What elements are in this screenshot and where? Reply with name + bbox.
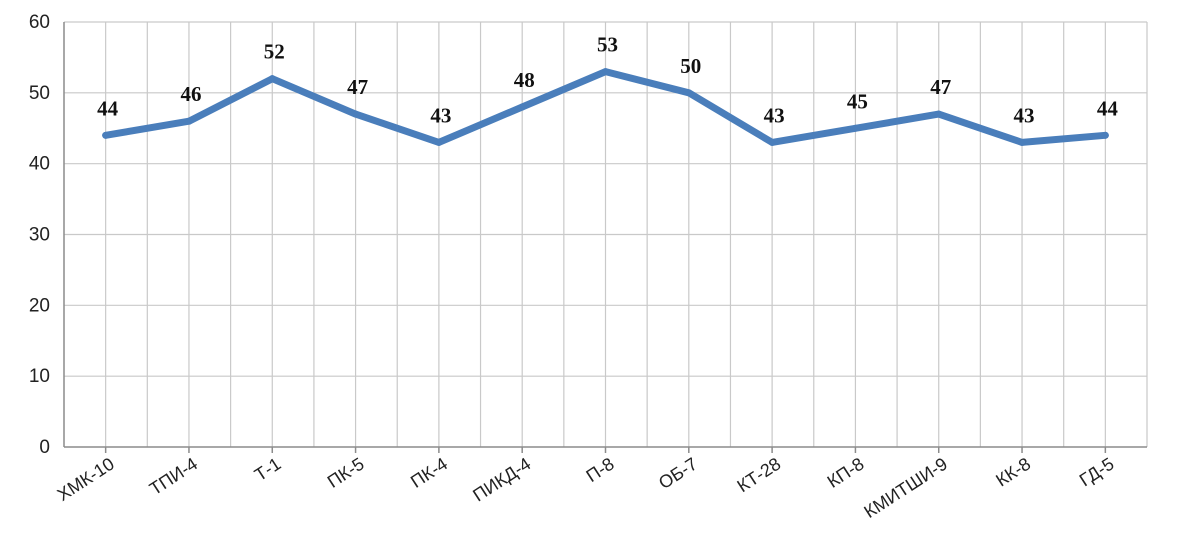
data-labels: 44 46 52 47 43 48 53 50 43 45 47 43 44 xyxy=(97,33,1118,128)
data-point xyxy=(851,124,859,132)
data-point xyxy=(185,117,193,125)
data-label: 46 xyxy=(180,82,201,106)
data-label: 44 xyxy=(1097,96,1119,120)
data-point xyxy=(935,110,943,118)
x-tick-label: КМИТШИ-9 xyxy=(860,454,950,522)
data-label: 53 xyxy=(597,33,618,57)
y-tick-label: 60 xyxy=(29,12,50,33)
data-point xyxy=(102,131,110,139)
x-tick-label: ПК-5 xyxy=(324,454,368,492)
data-point xyxy=(518,103,526,111)
data-label: 47 xyxy=(347,75,368,99)
x-tick-label: КП-8 xyxy=(824,454,868,492)
data-point xyxy=(268,75,276,83)
axes xyxy=(63,22,1147,453)
x-tick-label: ТПИ-4 xyxy=(146,454,201,500)
y-tick-label: 20 xyxy=(29,295,50,316)
data-label: 43 xyxy=(764,103,785,127)
data-label: 47 xyxy=(930,75,951,99)
y-axis-ticks: 0 10 20 30 40 50 60 xyxy=(29,12,50,458)
x-tick-label: Т-1 xyxy=(251,454,285,485)
y-tick-label: 0 xyxy=(39,437,50,458)
data-label: 52 xyxy=(264,40,285,64)
data-point xyxy=(602,68,609,76)
data-label: 44 xyxy=(97,96,119,120)
x-tick-label: ХМК-10 xyxy=(54,454,118,505)
y-tick-label: 40 xyxy=(29,154,50,175)
y-tick-label: 30 xyxy=(29,225,50,246)
x-tick-label: ОБ-7 xyxy=(655,454,701,494)
x-tick-label: ПИКД-4 xyxy=(469,454,534,506)
data-label: 45 xyxy=(847,89,868,113)
series xyxy=(102,68,1109,146)
data-point xyxy=(435,138,443,146)
data-point xyxy=(1018,138,1026,146)
data-point xyxy=(1101,131,1109,139)
data-label: 50 xyxy=(680,54,701,78)
x-tick-label: ПК-4 xyxy=(407,454,451,492)
data-point xyxy=(352,110,360,118)
x-tick-label: ГД-5 xyxy=(1076,454,1118,491)
x-axis-ticks: ХМК-10 ТПИ-4 Т-1 ПК-5 ПК-4 ПИКД-4 П-8 ОБ-7 КТ-28… xyxy=(54,454,1118,522)
y-tick-label: 10 xyxy=(29,366,50,387)
data-label: 43 xyxy=(1014,103,1035,127)
data-point xyxy=(685,89,693,97)
x-tick-label: КК-8 xyxy=(992,454,1034,491)
data-point xyxy=(768,138,776,146)
y-tick-label: 50 xyxy=(29,83,50,104)
x-tick-label: КТ-28 xyxy=(734,454,785,497)
data-label: 43 xyxy=(430,103,451,127)
grid xyxy=(64,21,1148,447)
data-label: 48 xyxy=(514,68,535,92)
x-tick-label: П-8 xyxy=(583,454,618,487)
